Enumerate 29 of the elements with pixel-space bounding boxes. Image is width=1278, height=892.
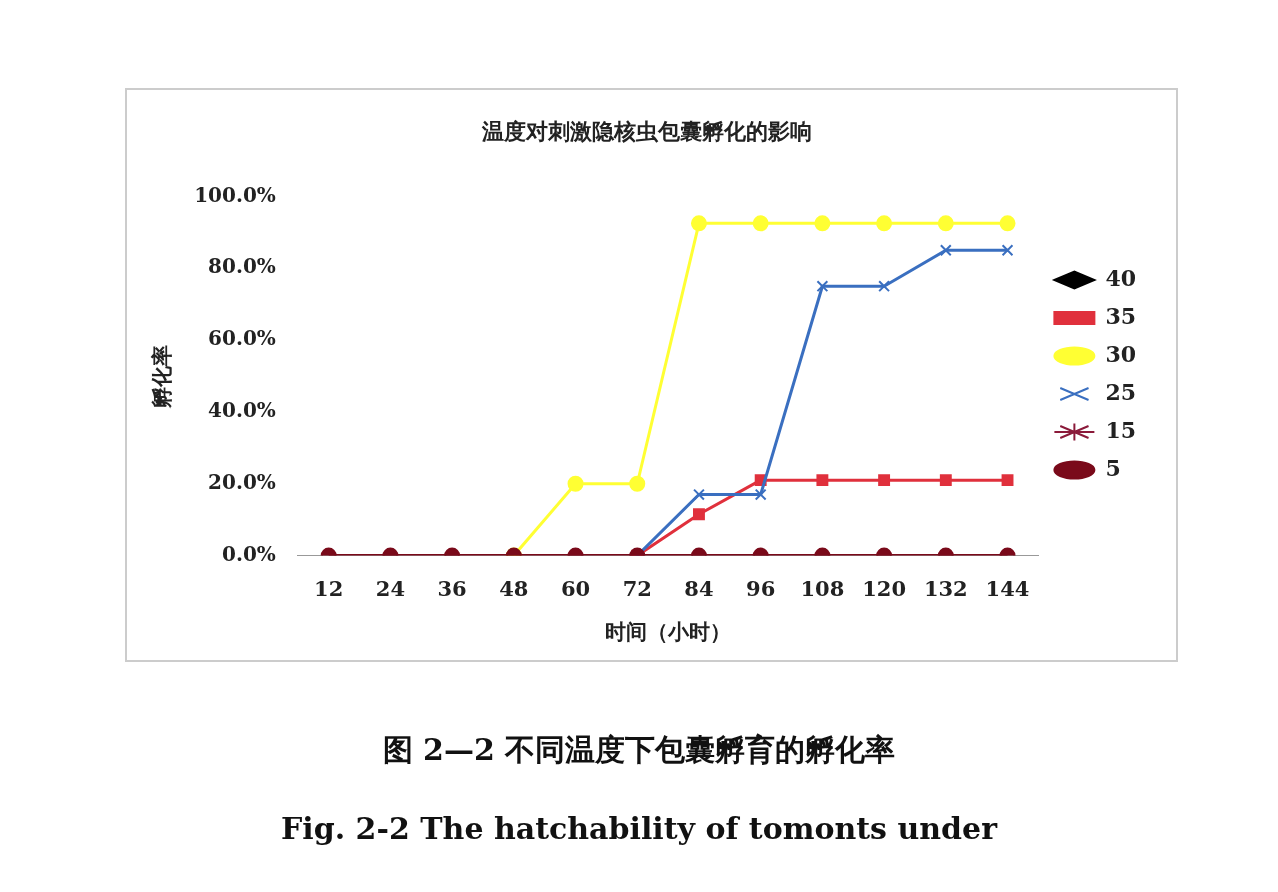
x-tick-label: 12 xyxy=(314,575,344,601)
caption: 图 2—2 不同温度下包囊孵育的孵化率 xyxy=(381,731,897,769)
x-tick-label: 108 xyxy=(800,575,845,601)
chart-title: 温度对刺激隐核虫包囊孵化的影响 xyxy=(480,118,812,144)
x-tick-label: 36 xyxy=(437,575,467,601)
x-tick-label: 96 xyxy=(746,575,776,601)
y-tick-label: 0.0% xyxy=(222,541,276,566)
x-tick-label: 60 xyxy=(560,575,591,601)
x-tick-label: 132 xyxy=(923,575,968,601)
legend-label: 5 xyxy=(1105,454,1121,481)
y-axis-title: 孵化率 xyxy=(150,344,175,409)
legend-label: 35 xyxy=(1105,302,1137,329)
legend-label: 40 xyxy=(1105,264,1137,291)
x-tick-label: 48 xyxy=(499,575,529,601)
y-tick-label: 100.0% xyxy=(194,182,276,207)
y-tick-label: 20.0% xyxy=(208,469,276,494)
y-tick-label: 40.0% xyxy=(208,398,276,423)
x-tick-label: 144 xyxy=(985,575,1030,601)
legend-label: 25 xyxy=(1105,378,1137,405)
caption: Fig. 2-2 The hatchability of tomonts under xyxy=(280,811,999,846)
x-tick-label: 24 xyxy=(375,575,406,601)
x-tick-label: 84 xyxy=(684,575,714,601)
y-tick-label: 80.0% xyxy=(208,254,276,279)
y-tick-label: 60.0% xyxy=(208,326,276,351)
legend-label: 15 xyxy=(1105,416,1137,443)
x-tick-label: 120 xyxy=(862,575,907,601)
x-axis-title: 时间（小时） xyxy=(605,619,732,644)
x-tick-label: 72 xyxy=(622,575,652,601)
legend-label: 30 xyxy=(1105,340,1137,367)
